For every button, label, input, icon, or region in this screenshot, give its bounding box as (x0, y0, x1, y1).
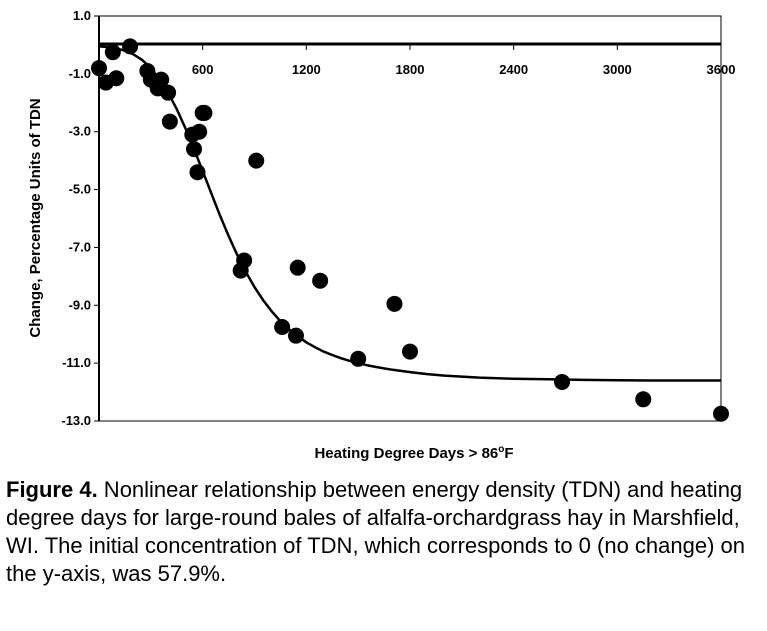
x-axis-title-unit: F (504, 445, 513, 462)
y-ticks: 1.0 -1.0 -3.0 -5.0 -7.0 -9.0 -11.0 -13.0 (61, 8, 99, 428)
data-point (386, 295, 403, 312)
caption-text: Nonlinear relationship between energy de… (6, 477, 746, 586)
y-tick-label: -5.0 (69, 182, 91, 197)
data-point (713, 405, 729, 422)
y-axis-title: Change, Percentage Units of TDN (27, 98, 44, 337)
x-ticks: 600 1200 1800 2400 3000 3600 (192, 44, 736, 77)
data-point (248, 152, 265, 169)
x-tick-label: 3600 (707, 62, 736, 77)
data-point (554, 373, 571, 390)
x-tick-label: 3000 (603, 62, 632, 77)
y-tick-label: -11.0 (62, 355, 91, 370)
data-point (161, 113, 178, 130)
y-tick-label: -13.0 (61, 413, 91, 428)
x-axis-title-main: Heating Degree Days > 86 (314, 445, 498, 462)
data-point (189, 164, 206, 181)
x-axis-title-degree: o (498, 444, 504, 455)
data-point (153, 71, 170, 88)
data-points (91, 38, 729, 422)
data-point (108, 70, 125, 87)
x-tick-label: 600 (192, 62, 214, 77)
fit-curve (98, 45, 721, 382)
chart: 1.0 -1.0 -3.0 -5.0 -7.0 -9.0 -11.0 -13.0 600 120… (27, 8, 736, 462)
data-point (91, 60, 107, 77)
data-point (289, 259, 306, 276)
data-point (160, 84, 177, 101)
data-point (312, 272, 329, 289)
y-tick-label: 1.0 (73, 8, 91, 23)
x-tick-label: 1200 (292, 62, 321, 77)
data-point (402, 343, 418, 360)
data-point (186, 141, 203, 158)
caption-label: Figure 4. (6, 477, 98, 502)
x-tick-label: 2400 (499, 62, 528, 77)
data-point (191, 123, 208, 140)
y-tick-label: -1.0 (69, 66, 91, 81)
data-point (236, 252, 253, 269)
figure-caption: Figure 4. Nonlinear relationship between… (6, 476, 762, 588)
x-axis-title: Heating Degree Days > 86oF (314, 444, 513, 462)
data-point (122, 38, 139, 55)
data-point (274, 318, 291, 335)
x-tick-label: 1800 (396, 62, 425, 77)
y-tick-label: -7.0 (69, 239, 91, 254)
data-point (350, 350, 367, 367)
y-tick-label: -9.0 (69, 297, 91, 312)
data-point (635, 391, 652, 408)
data-point (104, 44, 121, 61)
data-point (287, 327, 304, 344)
y-tick-label: -3.0 (69, 124, 91, 139)
data-point (196, 104, 213, 121)
axes (98, 15, 722, 422)
